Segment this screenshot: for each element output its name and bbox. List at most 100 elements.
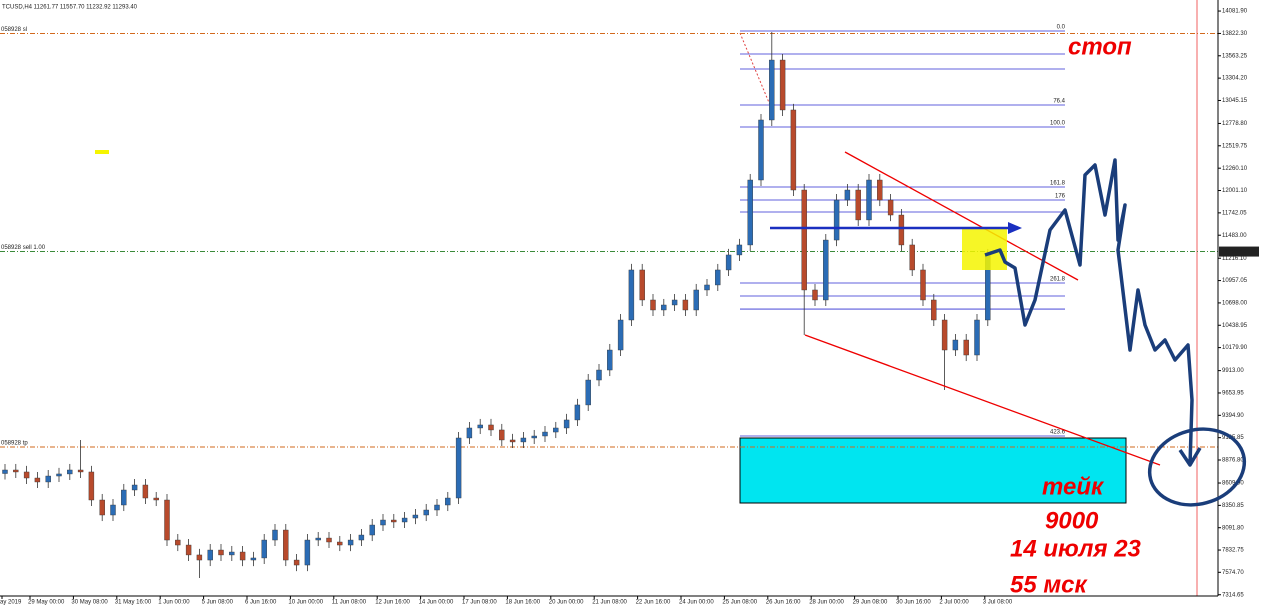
y-tick-label: 13563.25 (1222, 53, 1248, 59)
candle-body (952, 339, 959, 351)
x-tick-label: 18 Jun 16:00 (505, 600, 540, 605)
candle-body (520, 437, 527, 443)
overlays: 058928 sl 058928 sell 1.00 058928 tp 0.0 76.… (0, 0, 1218, 596)
candle-body (736, 244, 743, 256)
y-tick-label: 10698.00 (1222, 300, 1248, 306)
candle-body (596, 369, 602, 381)
x-tick-label: 30 May 08:00 (71, 600, 108, 605)
candle-body (121, 489, 127, 506)
candle-body (574, 404, 581, 421)
candle-body (477, 424, 483, 429)
price-tag (1219, 246, 1259, 257)
candle-body (401, 517, 408, 523)
candle-body (164, 499, 170, 541)
candle-body (823, 239, 829, 301)
candle-body (304, 539, 311, 566)
candle-body (445, 497, 451, 506)
x-tick-label: 29 Jun 08:00 (853, 600, 888, 605)
x-tick-label: 3 Jul 08:00 (983, 600, 1013, 605)
date-label: 14 июля 23 (1010, 535, 1142, 562)
y-tick-label: 10179.90 (1222, 345, 1248, 351)
candle-body (131, 484, 138, 491)
x-tick-label: 20 Jun 00:00 (549, 600, 584, 605)
fib-label: 0.0 (1057, 25, 1066, 31)
fib-label: 100.0 (1050, 121, 1066, 127)
x-tick-label: 6 Jun 16:00 (245, 600, 277, 605)
candle-body (898, 214, 905, 246)
candle-body (585, 379, 591, 406)
candle-body (725, 254, 732, 271)
candle-body (790, 109, 797, 191)
candle-body (920, 269, 926, 301)
candle-body (877, 179, 883, 201)
candle-body (488, 424, 494, 431)
candle-body (142, 484, 149, 499)
candle-body (45, 475, 51, 483)
y-tick-label: 7574.70 (1222, 570, 1244, 576)
y-tick-label: 10957.05 (1222, 278, 1248, 284)
candle-body (358, 534, 365, 541)
candle-body (682, 299, 689, 311)
fib-label: 176 (1055, 194, 1066, 200)
candle-body (261, 539, 267, 559)
forecast-scribble (984, 158, 1202, 467)
candle-body (218, 549, 224, 556)
candle-body (704, 284, 710, 291)
candle-body (963, 339, 969, 356)
candle-body (671, 299, 678, 306)
candle-body (628, 269, 635, 321)
time-label: 55 мск (1010, 571, 1088, 598)
candle-body (801, 189, 807, 291)
candle-body (23, 471, 30, 479)
target-label: 9000 (1045, 507, 1099, 534)
candles (2, 31, 991, 578)
y-tick-label: 11483.00 (1222, 233, 1247, 239)
candle-body (283, 529, 289, 561)
x-tick-label: 5 Jun 08:00 (202, 600, 234, 605)
candle-body (99, 499, 105, 516)
y-tick-label: 12519.75 (1222, 143, 1248, 149)
candle-body (607, 349, 613, 371)
candle-body (56, 473, 62, 477)
x-tick-label: 11 Jun 08:00 (332, 600, 367, 605)
candle-body (617, 319, 624, 351)
take-zone (739, 437, 1127, 504)
y-tick-label: 12778.80 (1222, 121, 1248, 127)
candle-body (941, 319, 948, 351)
candle-body (639, 269, 645, 301)
y-tick-label: 8091.80 (1222, 525, 1244, 531)
y-tick-label: 8876.80 (1222, 458, 1244, 464)
candle-body (974, 319, 980, 356)
x-tick-label: 25 Jun 08:00 (722, 600, 757, 605)
candle-body (779, 59, 786, 111)
candle-body (77, 469, 84, 473)
x-tick-label: 24 Jun 00:00 (679, 600, 714, 605)
candle-body (272, 529, 278, 541)
candle-body (153, 497, 159, 501)
order-label: 058928 sell 1.00 (1, 245, 46, 251)
y-tick-label: 7832.75 (1222, 548, 1244, 554)
candle-body (391, 519, 397, 523)
price-tag-label: 11293.40 (1222, 249, 1247, 255)
y-tick-label: 8609.90 (1222, 481, 1244, 487)
candle-body (326, 537, 332, 543)
candle-body (34, 477, 41, 483)
candle-body (369, 524, 375, 536)
candle-body (563, 419, 570, 429)
candle-body (499, 429, 505, 441)
fib-label: 76.4 (1053, 99, 1065, 105)
candle-body (380, 519, 386, 526)
candle-body (844, 189, 851, 201)
candle-body (455, 437, 462, 499)
y-tick-label: 11216.10 (1222, 256, 1247, 262)
candle-body (2, 469, 8, 474)
candle-body (715, 269, 721, 286)
candle-body (650, 299, 656, 311)
x-tick-label: 10 Jun 00:00 (288, 600, 323, 605)
candle-body (423, 509, 429, 516)
stop-label: стоп (1068, 33, 1132, 60)
candle-body (661, 304, 667, 311)
candle-body (13, 469, 19, 473)
